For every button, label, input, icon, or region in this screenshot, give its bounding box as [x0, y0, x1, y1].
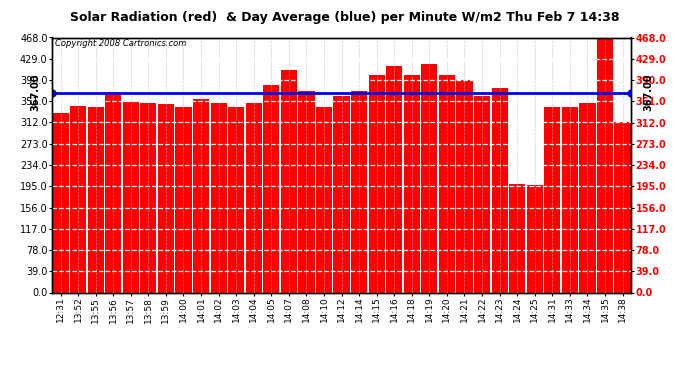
Bar: [597, 33, 613, 292]
Bar: [509, 183, 525, 292]
Bar: [368, 75, 385, 292]
Bar: [228, 107, 244, 292]
Bar: [351, 91, 367, 292]
Bar: [193, 99, 209, 292]
Bar: [123, 102, 139, 292]
Bar: [526, 184, 543, 292]
Bar: [615, 123, 631, 292]
Text: Solar Radiation (red)  & Day Average (blue) per Minute W/m2 Thu Feb 7 14:38: Solar Radiation (red) & Day Average (blu…: [70, 11, 620, 24]
Text: 367.00: 367.00: [643, 74, 653, 111]
Bar: [562, 107, 578, 292]
Bar: [263, 86, 279, 292]
Bar: [70, 106, 86, 292]
Bar: [175, 107, 192, 292]
Text: 367.00: 367.00: [30, 74, 40, 111]
Bar: [316, 107, 332, 292]
Bar: [491, 88, 508, 292]
Bar: [439, 75, 455, 292]
Bar: [456, 80, 473, 292]
Bar: [52, 113, 68, 292]
Bar: [210, 103, 227, 292]
Bar: [140, 103, 157, 292]
Bar: [298, 91, 315, 292]
Bar: [422, 64, 437, 292]
Bar: [105, 95, 121, 292]
Bar: [333, 96, 350, 292]
Bar: [544, 107, 560, 292]
Bar: [386, 66, 402, 292]
Bar: [474, 96, 490, 292]
Bar: [580, 103, 595, 292]
Bar: [88, 107, 103, 292]
Bar: [246, 103, 262, 292]
Bar: [158, 104, 174, 292]
Text: Copyright 2008 Cartronics.com: Copyright 2008 Cartronics.com: [55, 39, 186, 48]
Bar: [281, 70, 297, 292]
Bar: [404, 75, 420, 292]
